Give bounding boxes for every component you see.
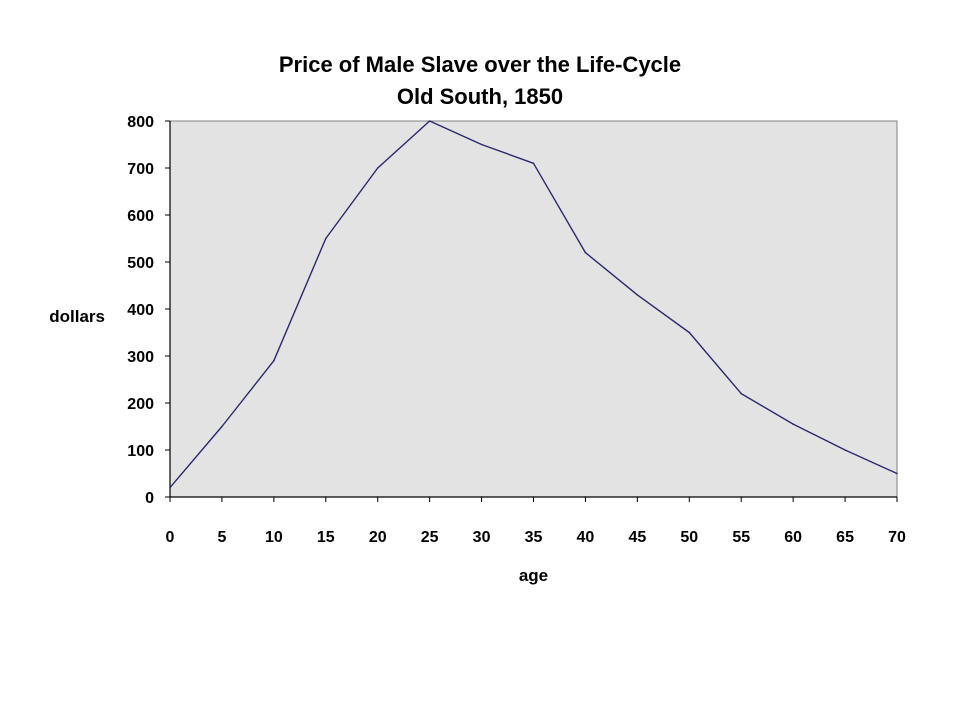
data-point — [324, 237, 327, 240]
x-tick-label: 50 — [680, 529, 698, 546]
x-tick-label: 30 — [473, 529, 491, 546]
x-tick-label: 60 — [784, 529, 802, 546]
data-point — [376, 167, 379, 169]
y-axis-label: dollars — [49, 307, 105, 326]
data-point — [844, 449, 846, 451]
y-tick-label: 100 — [127, 443, 154, 460]
data-point — [896, 472, 898, 475]
chart-title: Price of Male Slave over the Life-Cycle — [278, 52, 682, 77]
x-tick-label: 0 — [166, 529, 175, 546]
data-point — [792, 423, 794, 425]
series-layer — [169, 120, 898, 489]
data-point — [740, 392, 743, 395]
data-point — [480, 143, 483, 146]
x-tick-label: 20 — [369, 529, 387, 546]
y-tick-label: 400 — [127, 302, 154, 319]
data-point — [532, 162, 535, 165]
chart-subtitle: Old South, 1850 — [396, 84, 564, 109]
data-point — [169, 486, 171, 489]
x-tick-label: 35 — [525, 529, 543, 546]
x-tick-label: 40 — [577, 529, 595, 546]
x-tick-label: 65 — [836, 529, 854, 546]
y-tick-label: 0 — [145, 490, 154, 507]
y-axis: 0 100 200 300 400 500 600 700 800 — [127, 114, 171, 507]
data-point — [221, 425, 223, 428]
x-tick-label: 10 — [265, 529, 283, 546]
data-point — [688, 331, 691, 334]
x-tick-label: 15 — [317, 529, 335, 546]
x-tick-label: 45 — [628, 529, 646, 546]
x-tick-label: 55 — [732, 529, 750, 546]
y-tick-label: 300 — [127, 349, 154, 366]
x-tick-label: 70 — [888, 529, 906, 546]
x-axis-label: age — [519, 566, 548, 585]
data-point — [636, 294, 639, 296]
data-point — [428, 120, 431, 122]
data-point — [273, 359, 275, 362]
y-tick-label: 600 — [127, 208, 154, 225]
x-tick-label: 25 — [421, 529, 439, 546]
y-tick-label: 700 — [127, 161, 154, 178]
x-tick-label: 5 — [217, 529, 226, 546]
y-tick-label: 800 — [127, 114, 154, 131]
data-point — [584, 251, 587, 254]
y-tick-label: 500 — [127, 255, 154, 272]
y-tick-label: 200 — [127, 396, 154, 413]
plot-area — [169, 120, 898, 498]
x-axis: 0 5 10 15 20 25 30 35 40 45 50 55 60 65 70 — [166, 496, 906, 546]
